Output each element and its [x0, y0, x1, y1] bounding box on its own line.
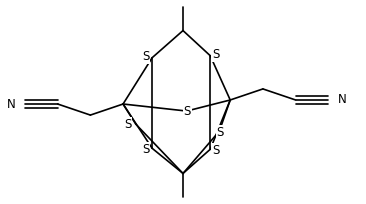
Text: S: S — [142, 50, 149, 63]
Text: S: S — [212, 48, 219, 61]
Text: S: S — [142, 143, 149, 156]
Text: S: S — [212, 144, 219, 157]
Text: S: S — [124, 118, 131, 131]
Text: S: S — [184, 105, 191, 118]
Text: N: N — [7, 98, 16, 111]
Text: S: S — [217, 126, 224, 139]
Text: N: N — [338, 93, 347, 106]
